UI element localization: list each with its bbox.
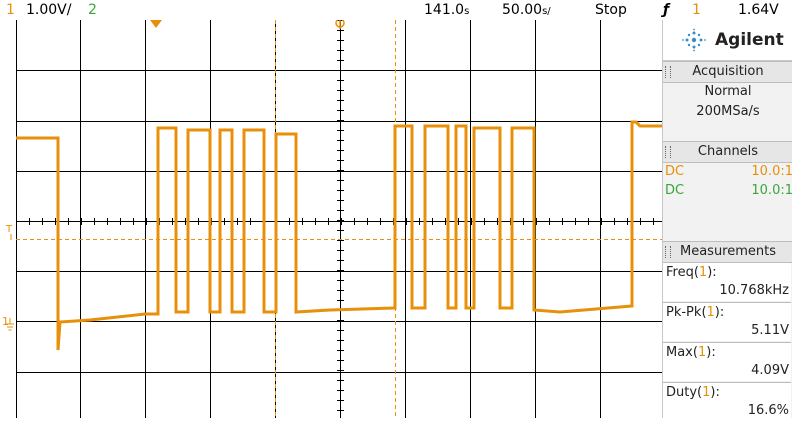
- grip-icon: [665, 66, 671, 78]
- measurement-value: 16.6%: [747, 403, 789, 418]
- side-panel: Agilent Acquisition Normal 200MSa/s Chan…: [662, 20, 792, 421]
- trigger-position-marker[interactable]: [150, 20, 162, 28]
- grip-icon: [665, 146, 671, 158]
- acquisition-mode: Normal: [704, 84, 752, 99]
- trigger-level[interactable]: 1.64V: [738, 2, 779, 18]
- waveform-display[interactable]: T 1: [0, 20, 662, 418]
- trigger-icon: ƒ: [663, 2, 670, 18]
- measurement-max[interactable]: Max(1): 4.09V: [663, 342, 791, 381]
- trigger-level-marker[interactable]: T: [5, 224, 13, 235]
- time-scale[interactable]: 50.00s/: [502, 2, 551, 18]
- measurements-header[interactable]: Measurements: [663, 241, 792, 263]
- ch2-coupling[interactable]: DC: [665, 183, 685, 198]
- ch2-indicator[interactable]: 2: [88, 2, 97, 18]
- measurement-duty[interactable]: Duty(1): 16.6%: [663, 382, 791, 421]
- ch1-scale[interactable]: 1.00V/: [26, 2, 72, 18]
- brand-name: Agilent: [715, 30, 784, 50]
- ground-icon: [6, 318, 14, 331]
- measurement-pkpk[interactable]: Pk-Pk(1): 5.11V: [663, 302, 791, 341]
- ch1-coupling[interactable]: DC: [665, 164, 685, 179]
- trigger-source[interactable]: 1: [692, 2, 701, 18]
- ch1-trace: [16, 120, 662, 351]
- measurement-value: 10.768kHz: [719, 283, 789, 298]
- brand-logo: Agilent: [663, 20, 792, 61]
- agilent-spark-icon: [682, 28, 706, 52]
- graticule: T 1: [2, 20, 662, 418]
- acquisition-rate: 200MSa/s: [696, 104, 760, 119]
- ch1-indicator[interactable]: 1: [6, 2, 15, 18]
- run-state[interactable]: Stop: [595, 2, 627, 18]
- ch2-probe[interactable]: 10.0:1: [751, 183, 792, 198]
- acquisition-header[interactable]: Acquisition: [663, 61, 792, 83]
- time-reference-marker: [335, 20, 345, 29]
- measurement-value: 5.11V: [751, 323, 789, 338]
- status-bar: 1 1.00V/ 2 141.0s 50.00s/ Stop ƒ 1 1.64V: [0, 0, 792, 20]
- ch1-probe[interactable]: 10.0:1: [751, 164, 792, 179]
- grip-icon: [665, 246, 671, 258]
- time-position[interactable]: 141.0s: [424, 2, 470, 18]
- ch1-ground-marker[interactable]: 1: [2, 315, 9, 328]
- channels-header[interactable]: Channels: [663, 141, 792, 163]
- measurement-value: 4.09V: [751, 363, 789, 378]
- measurement-freq[interactable]: Freq(1): 10.768kHz: [663, 262, 791, 301]
